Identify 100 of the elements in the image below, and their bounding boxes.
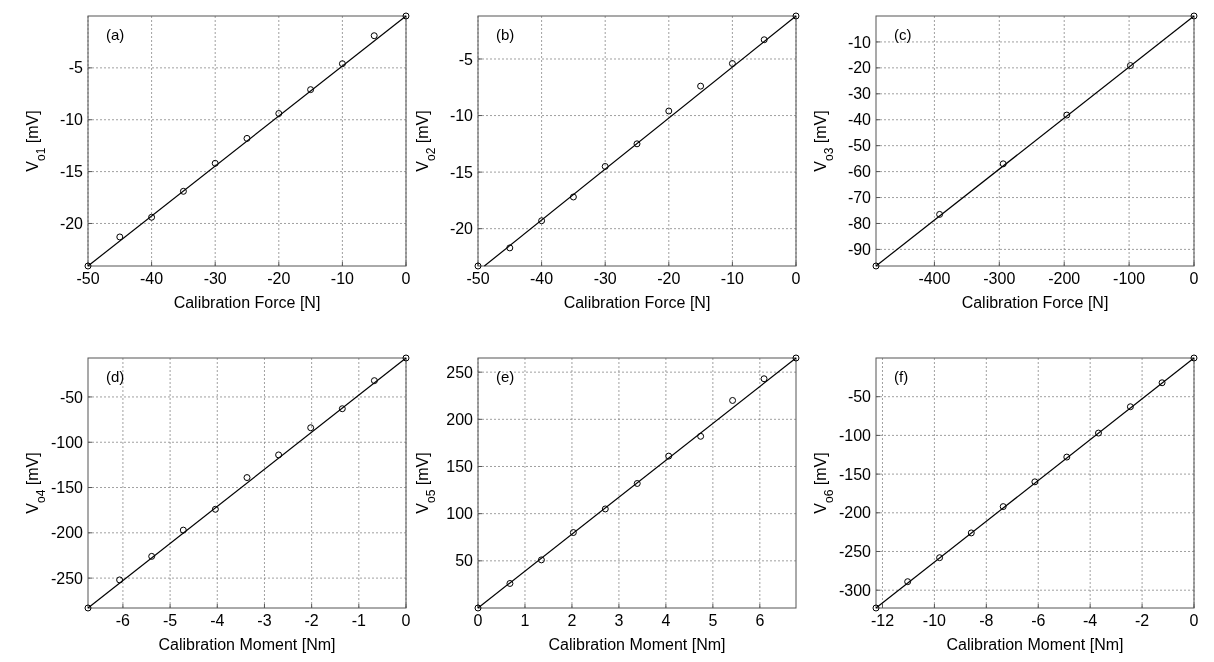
annotation: (f) [894, 368, 909, 385]
x-tick-label: -300 [983, 270, 1016, 287]
point [211, 505, 219, 513]
annotation: (e) [496, 368, 515, 385]
point [1063, 111, 1071, 119]
point [936, 210, 944, 218]
x-tick-label: -2 [304, 612, 319, 629]
point [243, 474, 251, 482]
x-tick-label: -4 [1083, 612, 1098, 629]
x-tick-label: -10 [720, 270, 745, 287]
x-axis-title: Calibration Moment [Nm] [946, 636, 1124, 653]
y-tick-label: 150 [446, 458, 474, 476]
point [537, 556, 545, 564]
y-tick-label: -250 [838, 543, 872, 561]
point [148, 213, 156, 221]
y-tick-label: -50 [847, 137, 872, 155]
y-tick-label: -80 [847, 215, 872, 233]
x-axis-title: Calibration Force [N] [961, 294, 1109, 311]
x-tick-label: -10 [330, 270, 355, 287]
point [338, 405, 346, 413]
point [999, 503, 1007, 511]
point [338, 60, 346, 68]
x-axis-title: Calibration Force [N] [563, 294, 711, 311]
point [1094, 429, 1102, 437]
point [1126, 62, 1134, 70]
x-tick-label: 0 [401, 270, 411, 287]
point [967, 529, 975, 537]
y-tick-label: -200 [50, 524, 84, 542]
x-tick-label: -1 [351, 612, 367, 629]
point [665, 107, 673, 115]
y-tick-label: -20 [847, 59, 872, 77]
point [633, 140, 641, 148]
y-tick-label: -10 [449, 107, 474, 125]
point [665, 452, 673, 460]
point [729, 396, 737, 404]
x-tick-label: -100 [1113, 270, 1146, 287]
x-tick-label: -20 [657, 270, 681, 287]
y-tick-label: -90 [847, 241, 872, 258]
point [1031, 478, 1039, 486]
x-tick-label: 5 [708, 612, 718, 629]
x-tick-label: -6 [115, 612, 131, 629]
point [760, 36, 768, 44]
point [760, 375, 768, 383]
x-tick-label: 3 [614, 612, 624, 629]
point [904, 578, 912, 586]
point [148, 552, 156, 560]
y-tick-label: -30 [847, 85, 872, 103]
y-tick-label: -250 [50, 569, 84, 587]
x-axis-title: Calibration Moment [Nm] [158, 636, 336, 653]
x-tick-label: 0 [791, 270, 801, 287]
y-tick-label: -10 [847, 33, 872, 51]
x-tick-label: 4 [661, 612, 671, 629]
point [116, 233, 124, 241]
x-tick-label: -30 [203, 270, 227, 287]
y-tick-label: -20 [59, 215, 84, 233]
annotation: (d) [106, 368, 125, 385]
y-tick-label: -100 [838, 427, 872, 444]
x-tick-label: -50 [466, 270, 490, 287]
point [243, 134, 251, 142]
x-axis-title: Calibration Force [N] [173, 294, 321, 311]
point [697, 432, 705, 440]
y-tick-label: -15 [59, 163, 84, 181]
y-tick-label: -200 [838, 504, 872, 522]
y-tick-label: -15 [449, 163, 474, 181]
y-tick-label: 100 [446, 505, 474, 523]
point [275, 110, 283, 117]
point [538, 217, 546, 225]
point [633, 479, 641, 487]
point [601, 505, 609, 513]
annotation: (b) [496, 26, 515, 43]
x-tick-label: -10 [922, 612, 947, 629]
x-tick-label: 0 [1189, 270, 1199, 287]
x-tick-label: -40 [140, 270, 164, 287]
y-tick-label: 250 [446, 363, 474, 381]
x-tick-label: 0 [401, 612, 411, 629]
y-tick-label: -70 [847, 189, 872, 207]
y-tick-label: -150 [838, 465, 872, 483]
x-tick-label: -400 [918, 270, 951, 287]
x-tick-label: 2 [567, 612, 577, 629]
point [601, 162, 609, 170]
x-tick-label: -12 [870, 612, 895, 629]
x-tick-label: -20 [267, 270, 291, 287]
y-tick-label: -50 [847, 388, 872, 406]
x-axis-title: Calibration Moment [Nm] [548, 636, 726, 653]
y-tick-label: -60 [847, 163, 872, 181]
x-tick-label: -5 [162, 612, 178, 629]
point [275, 451, 283, 459]
y-tick-label: -5 [458, 50, 474, 68]
x-tick-label: -200 [1048, 270, 1081, 287]
point [307, 86, 315, 94]
point [307, 424, 315, 432]
point [506, 244, 514, 252]
annotation: (a) [106, 26, 125, 43]
point [1158, 379, 1166, 387]
y-tick-label: 50 [455, 552, 474, 570]
point [697, 82, 705, 90]
point [1063, 453, 1071, 461]
y-tick-label: -40 [847, 111, 872, 129]
y-tick-label: -20 [449, 220, 474, 238]
point [569, 529, 577, 537]
